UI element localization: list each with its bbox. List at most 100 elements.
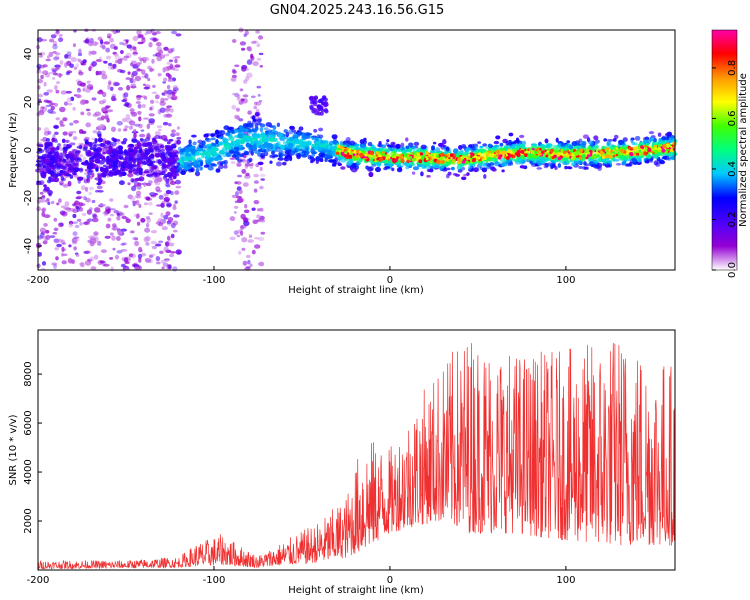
spectrogram-cell xyxy=(555,137,559,143)
spectrogram-cell xyxy=(304,131,310,137)
spectrogram-peak-cell xyxy=(510,154,513,157)
spectrogram-peak-cell xyxy=(376,157,380,161)
spectrogram-cell xyxy=(653,160,659,166)
spectrogram-x-label: Height of straight line (km) xyxy=(288,285,424,296)
spectrogram-peak-cell xyxy=(384,152,388,155)
spectrogram-cell xyxy=(228,136,235,141)
spectrogram-speckle xyxy=(72,136,78,141)
spectrogram-speckle xyxy=(41,195,46,198)
spectrogram-peak-cell xyxy=(516,152,521,158)
spectrogram-speckle xyxy=(129,77,134,84)
spectrogram-feature-cell xyxy=(323,108,329,113)
spectrogram-cell xyxy=(566,140,571,144)
spectrogram-cell xyxy=(508,132,514,137)
spectrogram-peak-cell xyxy=(392,159,397,164)
spectrogram-peak-cell xyxy=(541,150,545,154)
spectrogram-cell xyxy=(602,158,608,164)
spectrogram-peak-cell xyxy=(653,146,658,150)
spectrogram-feature-cell xyxy=(323,102,328,107)
spectrogram-cell xyxy=(652,137,658,143)
spectrogram-speckle xyxy=(35,71,43,74)
spectrogram-peak-cell xyxy=(379,157,384,162)
spectrogram-cell xyxy=(41,158,47,164)
spectrogram-speckle xyxy=(134,240,140,247)
spectrogram-speckle xyxy=(77,52,83,57)
spectrogram-cell xyxy=(592,157,599,163)
spectrogram-peak-cell xyxy=(350,149,353,152)
spectrogram-speckle xyxy=(239,225,247,229)
spectrogram-peak-cell xyxy=(457,157,462,162)
spectrogram-cell xyxy=(89,146,94,151)
spectrogram-speckle xyxy=(162,81,166,84)
spectrogram-speckle xyxy=(56,202,60,206)
spectrogram-cell xyxy=(398,166,402,171)
spectrogram-speckle xyxy=(170,233,175,239)
spectrogram-speckle xyxy=(132,51,138,56)
spectrogram-speckle xyxy=(161,226,168,231)
spectrogram-speckle xyxy=(147,65,152,70)
spectrogram-speckle xyxy=(57,238,63,243)
spectrogram-cell xyxy=(349,158,353,163)
spectrogram-speckle xyxy=(252,219,257,225)
spectrogram-speckle xyxy=(108,62,113,67)
spectrogram-cell xyxy=(371,164,377,167)
spectrogram-speckle xyxy=(138,56,142,60)
spectrogram-peak-cell xyxy=(589,149,593,154)
spectrogram-cell xyxy=(84,168,89,172)
spectrogram-speckle xyxy=(173,214,180,218)
spectrogram-feature-cell xyxy=(309,104,314,109)
spectrogram-speckle xyxy=(142,83,147,87)
spectrogram-cell xyxy=(188,139,192,145)
spectrogram-speckle xyxy=(43,214,51,219)
spectrogram-cell xyxy=(298,126,304,131)
spectrogram-speckle xyxy=(155,256,161,262)
spectrogram-cell xyxy=(493,144,500,148)
spectrogram-speckle xyxy=(148,212,153,216)
spectrogram-speckle xyxy=(155,221,162,225)
spectrogram-cell xyxy=(143,155,147,160)
spectrogram-speckle xyxy=(114,254,120,260)
spectrogram-speckle xyxy=(158,240,164,244)
spectrogram-speckle xyxy=(242,260,248,266)
spectrogram-cell xyxy=(68,151,73,156)
spectrogram-peak-cell xyxy=(636,152,640,156)
spectrogram-cell xyxy=(223,159,228,165)
spectrogram-cell xyxy=(265,122,272,127)
spectrogram-cell xyxy=(332,140,336,144)
spectrogram-cell xyxy=(61,173,68,176)
spectrogram-speckle xyxy=(258,99,263,103)
spectrogram-speckle xyxy=(259,185,264,190)
spectrogram-cell xyxy=(456,151,463,155)
snr-x-tick-label: -100 xyxy=(203,575,226,586)
spectrogram-peak-cell xyxy=(606,147,610,151)
spectrogram-cell xyxy=(62,166,69,171)
spectrogram-cell xyxy=(187,153,192,158)
spectrogram-cell xyxy=(234,128,238,134)
spectrogram-cell xyxy=(42,171,47,175)
spectrogram-speckle xyxy=(139,249,144,253)
spectrogram-speckle xyxy=(166,61,173,65)
spectrogram-cell xyxy=(289,126,296,131)
spectrogram-speckle xyxy=(61,246,65,252)
spectrogram-cell xyxy=(594,144,599,149)
spectrogram-speckle xyxy=(54,31,59,37)
snr-y-ticks: 2000 4000 6000 8000 xyxy=(23,361,42,534)
spectrogram-cell xyxy=(157,159,162,165)
spectrogram-speckle xyxy=(103,115,109,120)
spectrogram-cell xyxy=(153,171,158,175)
spectrogram-speckle xyxy=(156,261,161,265)
spectrogram-cell xyxy=(337,161,341,166)
spectrogram-cell xyxy=(93,152,100,157)
spectrogram-speckle xyxy=(112,247,116,251)
spectrogram-peak-cell xyxy=(566,149,570,152)
spectrogram-speckle xyxy=(141,104,147,108)
spectrogram-speckle xyxy=(236,234,241,238)
spectrogram-cell xyxy=(277,157,284,161)
spectrogram-speckle xyxy=(43,131,50,136)
spectrogram-speckle xyxy=(61,211,68,217)
spectrogram-speckle xyxy=(140,217,146,223)
spectrogram-peak-cell xyxy=(462,154,465,158)
spectrogram-cell xyxy=(165,145,173,151)
spectrogram-speckle xyxy=(80,185,86,191)
spectrogram-speckle xyxy=(127,194,133,200)
